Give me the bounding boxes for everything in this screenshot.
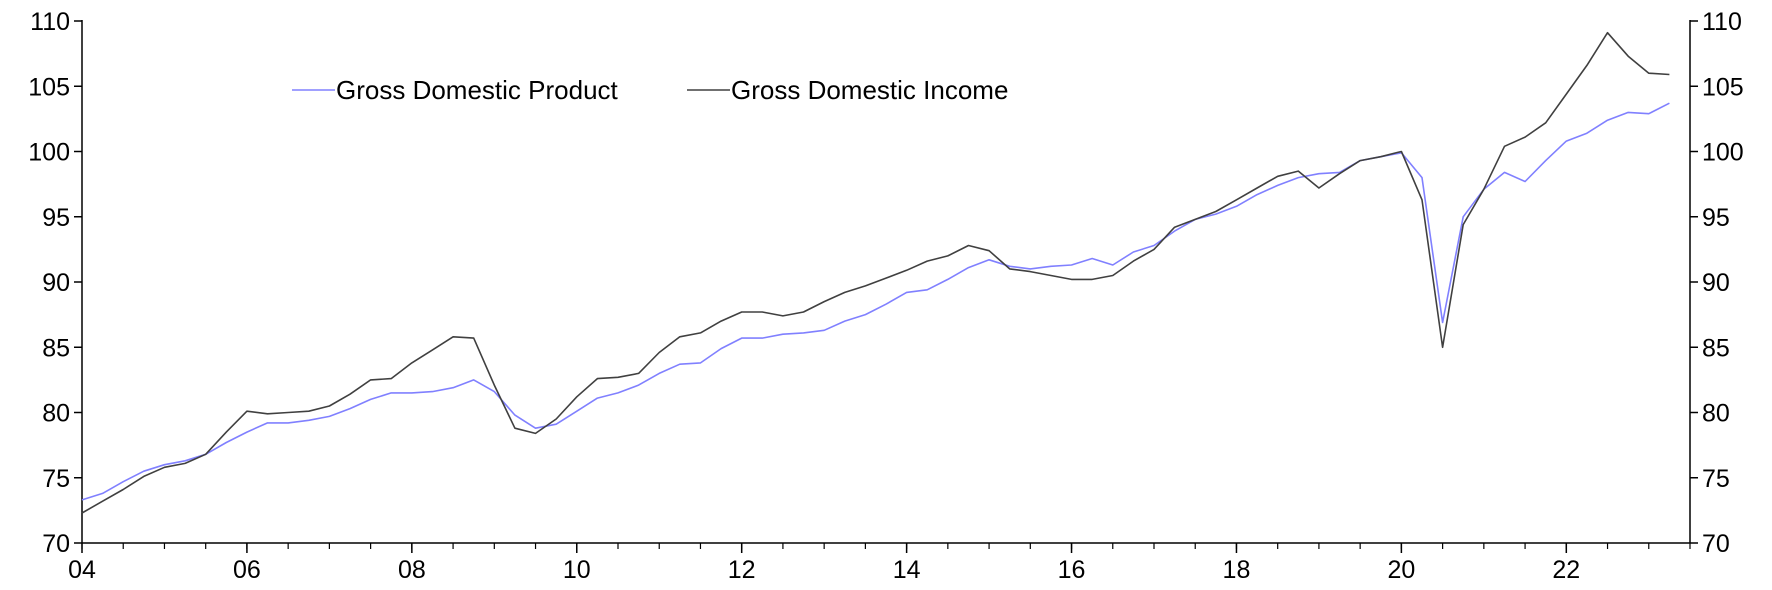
- legend-label-gdi: Gross Domestic Income: [731, 75, 1008, 105]
- y-tick-label-right: 80: [1702, 400, 1730, 428]
- series-line-gdi: [81, 31, 1670, 514]
- y-tick-label-left: 75: [42, 465, 70, 493]
- x-tick-label: 14: [893, 556, 921, 584]
- x-tick-label: 20: [1387, 556, 1415, 584]
- y-tick-label-right: 70: [1702, 530, 1730, 558]
- y-tick-label-left: 85: [42, 334, 70, 362]
- y-tick-label-right: 100: [1702, 139, 1744, 167]
- x-tick-label: 06: [233, 556, 261, 584]
- axes-layer: 70 70 75 75 80 80 85 85 90 90 95 95 100 100 105 105 110 1…: [28, 8, 1743, 584]
- y-tick-label-right: 90: [1702, 269, 1730, 297]
- y-tick-label-right: 85: [1702, 334, 1730, 362]
- y-tick-label-left: 70: [42, 530, 70, 558]
- legend-label-gdp: Gross Domestic Product: [336, 75, 619, 105]
- series-line-gdp: [81, 102, 1670, 501]
- y-tick-label-right: 105: [1702, 73, 1744, 101]
- series-lines: [81, 31, 1670, 514]
- x-tick-label: 18: [1223, 556, 1251, 584]
- x-tick-label: 12: [728, 556, 756, 584]
- y-tick-label-right: 75: [1702, 465, 1730, 493]
- x-tick-label: 16: [1058, 556, 1086, 584]
- y-tick-label-left: 105: [28, 73, 70, 101]
- y-tick-label-left: 90: [42, 269, 70, 297]
- x-tick-label: 08: [398, 556, 426, 584]
- y-tick-label-right: 110: [1702, 8, 1742, 36]
- legend: Gross Domestic Product Gross Domestic Inc…: [292, 75, 1008, 105]
- x-tick-label: 04: [68, 556, 96, 584]
- y-tick-label-left: 95: [42, 204, 70, 232]
- y-tick-label-right: 95: [1702, 204, 1730, 232]
- x-tick-label: 10: [563, 556, 591, 584]
- y-tick-label-left: 80: [42, 400, 70, 428]
- x-tick-label: 22: [1552, 556, 1580, 584]
- y-tick-label-left: 110: [30, 8, 70, 36]
- y-tick-label-left: 100: [28, 139, 70, 167]
